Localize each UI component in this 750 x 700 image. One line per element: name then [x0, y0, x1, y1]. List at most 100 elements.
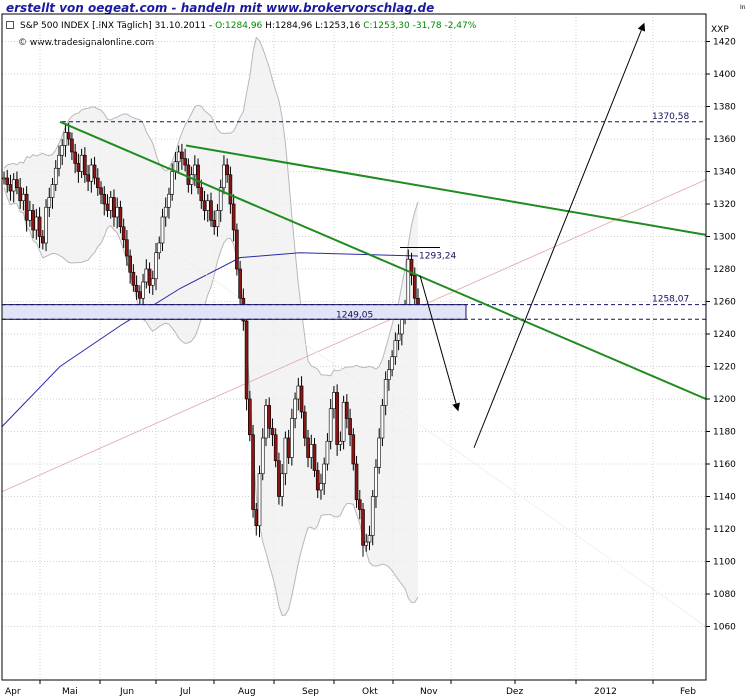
candle-body	[163, 206, 168, 218]
y-tick-label: 1080	[713, 590, 736, 600]
candle-body	[351, 434, 356, 465]
candle-body	[257, 473, 262, 527]
candle-body	[338, 440, 343, 445]
candle-body	[396, 333, 401, 341]
candle-body	[286, 437, 291, 458]
candle-body	[383, 379, 388, 406]
y-tick-label: 1060	[713, 623, 736, 633]
x-tick-label: Okt	[362, 687, 378, 697]
candle-body	[121, 226, 126, 241]
trendline-steep	[59, 120, 707, 400]
candle-body	[341, 401, 346, 442]
candle-body	[302, 411, 307, 439]
candle-body	[154, 252, 158, 280]
website-text: www.tradesignalonline.com	[29, 38, 155, 48]
candle-body	[76, 163, 81, 172]
bollinger-upper	[3, 36, 419, 377]
faint-decline-line	[59, 171, 707, 627]
candle-body	[105, 203, 110, 211]
candle-body	[238, 268, 242, 299]
candle-body	[264, 405, 268, 439]
candle-body	[92, 164, 97, 179]
candle-body	[293, 398, 297, 419]
candle-body	[254, 509, 259, 527]
y-tick-label: 1360	[713, 135, 736, 145]
candle-body	[374, 466, 378, 497]
candle-body	[157, 242, 162, 254]
x-tick-label: 2012	[594, 687, 617, 697]
candle-body	[199, 187, 204, 202]
candle-body	[24, 193, 29, 221]
arrow-down	[419, 275, 460, 412]
y-tick-label: 1200	[713, 395, 736, 405]
candle-body	[108, 197, 113, 211]
candle-body	[390, 356, 394, 371]
candle-body	[86, 174, 90, 182]
y-tick-label: 1380	[713, 103, 736, 113]
candle-body	[115, 206, 120, 218]
y-tick-label: 1340	[713, 168, 736, 178]
candle-body	[354, 463, 359, 501]
candle-body	[296, 385, 301, 400]
level-label: 1249,05	[336, 310, 373, 320]
candle-body	[345, 401, 349, 419]
y-tick-label: 1160	[713, 460, 736, 470]
candle-body	[15, 179, 19, 189]
candle-body	[11, 179, 16, 192]
candle-body	[361, 509, 365, 546]
candle-body	[183, 158, 187, 166]
copyright-icon: ©	[18, 38, 27, 48]
trendline-shallow	[185, 144, 707, 236]
candle-body	[37, 216, 42, 237]
candle-body	[299, 385, 304, 413]
candle-body	[89, 164, 94, 182]
chart-settings-icon[interactable]	[6, 21, 14, 29]
candle-body	[57, 154, 61, 169]
instrument-info: S&P 500 INDEX [.INX Täglich] 31.10.2011 …	[20, 21, 476, 31]
candle-body	[348, 418, 352, 436]
candle-body	[141, 281, 145, 299]
candle-body	[319, 483, 323, 491]
candle-body	[332, 392, 336, 410]
candle-body	[44, 206, 48, 244]
support-zone	[1, 304, 467, 320]
axis-unit-label: XXP	[711, 25, 729, 35]
y-tick-label: 1400	[713, 70, 736, 80]
x-tick-label: Jul	[179, 687, 191, 697]
axes: 1060 1080 1100 1120 1140 1160 1180 1200 1220 1240…	[1, 13, 736, 697]
candle-body	[228, 174, 233, 205]
candle-body	[150, 278, 155, 286]
y-tick-label: 1140	[713, 493, 736, 503]
x-tick-label: Apr	[5, 687, 21, 697]
candle-body	[147, 268, 152, 286]
candle-body	[170, 171, 174, 195]
y-tick-label: 1240	[713, 330, 736, 340]
candle-body	[235, 229, 239, 270]
candle-body	[53, 167, 58, 185]
candle-body	[28, 210, 32, 221]
x-tick-label: Dez	[506, 687, 523, 697]
y-tick-label: 1320	[713, 200, 736, 210]
candle-body	[66, 132, 71, 140]
candle-body	[18, 187, 22, 202]
candle-body	[180, 151, 184, 159]
overlay-lines	[1, 171, 707, 627]
candle-body	[225, 164, 229, 176]
level-label: 1370,58	[652, 112, 689, 122]
y-tick-label: 1220	[713, 363, 736, 373]
candle-body	[112, 197, 116, 218]
candle-body	[290, 418, 294, 458]
candle-body	[370, 496, 375, 536]
banner-text: erstellt von oegeat.com - handeln mit ww…	[6, 1, 435, 15]
website-label: © www.tradesignalonline.com	[18, 38, 154, 48]
candle-body	[202, 200, 207, 211]
candle-body	[2, 177, 6, 180]
x-tick-label: Sep	[302, 687, 319, 697]
candle-body	[212, 219, 217, 228]
candle-body	[196, 164, 200, 189]
y-tick-label: 1280	[713, 265, 736, 275]
candle-body	[79, 154, 84, 172]
candle-body	[400, 317, 404, 335]
candle-body	[60, 145, 65, 156]
annotations: 1370,58 1293,24 1258,07 1249,05	[1, 22, 707, 448]
